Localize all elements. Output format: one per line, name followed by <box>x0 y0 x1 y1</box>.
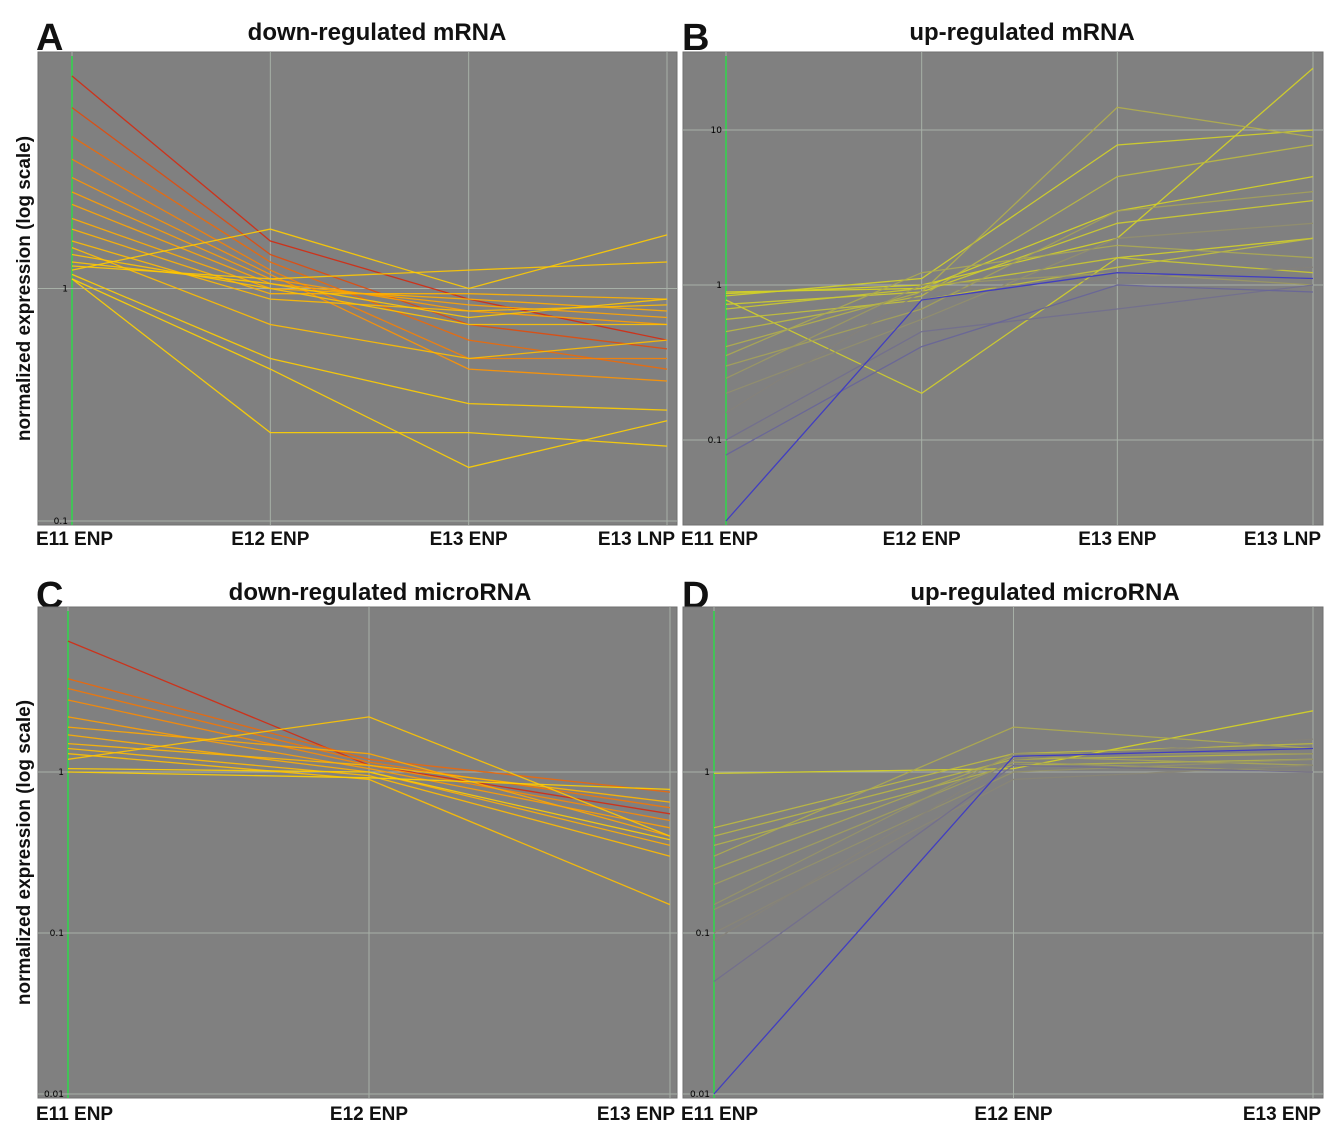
y-tick-label: 0.1 <box>50 929 64 939</box>
series-line <box>71 278 668 469</box>
series-line <box>713 726 1314 857</box>
series-line <box>71 75 668 341</box>
y-tick-label: 0.1 <box>708 436 722 446</box>
series-line <box>725 190 1314 367</box>
series-line <box>67 742 671 803</box>
panel-title: down-regulated microRNA <box>229 579 532 606</box>
series-group <box>71 75 668 469</box>
panel-title: up-regulated microRNA <box>910 579 1179 606</box>
series-line <box>713 710 1314 775</box>
series-line <box>67 753 671 906</box>
series-line <box>725 284 1314 441</box>
x-tick-label: E12 ENP <box>330 1104 408 1122</box>
series-line <box>67 726 671 837</box>
series-line <box>71 273 668 411</box>
series-line <box>67 678 671 793</box>
y-tick-label: 0.01 <box>44 1090 64 1100</box>
series-line <box>67 716 671 837</box>
series-line <box>725 266 1314 414</box>
series-line <box>67 767 671 841</box>
x-tick-label: E13 ENP <box>430 529 508 550</box>
series-line <box>725 222 1314 394</box>
series-line <box>67 747 671 857</box>
plot-area <box>682 606 1324 1099</box>
x-tick-label: E11 ENP <box>681 1104 758 1122</box>
series-line <box>725 67 1314 295</box>
series-line <box>725 237 1314 320</box>
series-group <box>725 67 1314 522</box>
series-line <box>725 237 1314 395</box>
y-tick-label: 0.01 <box>690 1090 710 1100</box>
series-line <box>71 261 668 280</box>
y-tick-label: 1 <box>716 281 722 291</box>
series-line <box>71 228 668 290</box>
series-line <box>71 158 667 360</box>
x-tick-label: E12 ENP <box>974 1104 1052 1122</box>
x-tick-label: E11 ENP <box>681 529 758 550</box>
series-line <box>71 228 668 300</box>
series-line <box>725 175 1314 293</box>
y-tick-label: 1 <box>58 768 64 778</box>
x-tick-label: E11 ENP <box>36 1104 113 1122</box>
y-axis-label: normalized expression (log scale) <box>14 700 35 1005</box>
series-line <box>67 687 671 809</box>
series-line <box>71 246 668 360</box>
x-tick-label: E13 LNP <box>598 529 675 550</box>
series-line <box>713 758 1314 911</box>
series-group <box>67 640 671 906</box>
series-line <box>71 177 668 382</box>
x-tick-label: E12 ENP <box>231 529 309 550</box>
y-tick-label: 10 <box>711 126 723 136</box>
x-tick-label: E13 ENP <box>1078 529 1156 550</box>
series-line <box>713 761 1314 886</box>
x-tick-label: E13 ENP <box>1243 1104 1321 1122</box>
series-line <box>713 747 1314 1095</box>
x-tick-label: E12 ENP <box>883 529 961 550</box>
y-tick-label: 0.1 <box>54 517 68 527</box>
series-line <box>725 129 1314 297</box>
series-line <box>725 257 1314 310</box>
series-line <box>725 106 1314 348</box>
series-line <box>71 191 668 326</box>
series-line <box>725 272 1314 522</box>
series-line <box>71 278 668 447</box>
series-line <box>71 253 667 326</box>
x-tick-label: E13 LNP <box>1244 529 1321 550</box>
series-line <box>713 753 1313 906</box>
series-line <box>725 244 1314 357</box>
panel-title: down-regulated mRNA <box>248 19 507 46</box>
series-group <box>713 710 1314 1095</box>
series-line <box>713 738 1314 941</box>
x-tick-label: E13 ENP <box>597 1104 675 1122</box>
panel-title: up-regulated mRNA <box>909 19 1134 46</box>
y-tick-label: 1 <box>62 285 68 295</box>
y-axis-label: normalized expression (log scale) <box>14 136 35 441</box>
series-line <box>67 771 671 791</box>
series-line <box>713 764 1314 983</box>
series-line <box>71 107 668 350</box>
series-line <box>725 284 1314 456</box>
plot-area <box>37 606 678 1099</box>
y-tick-label: 1 <box>704 768 710 778</box>
x-tick-label: E11 ENP <box>36 529 113 550</box>
y-tick-label: 0.1 <box>696 929 710 939</box>
